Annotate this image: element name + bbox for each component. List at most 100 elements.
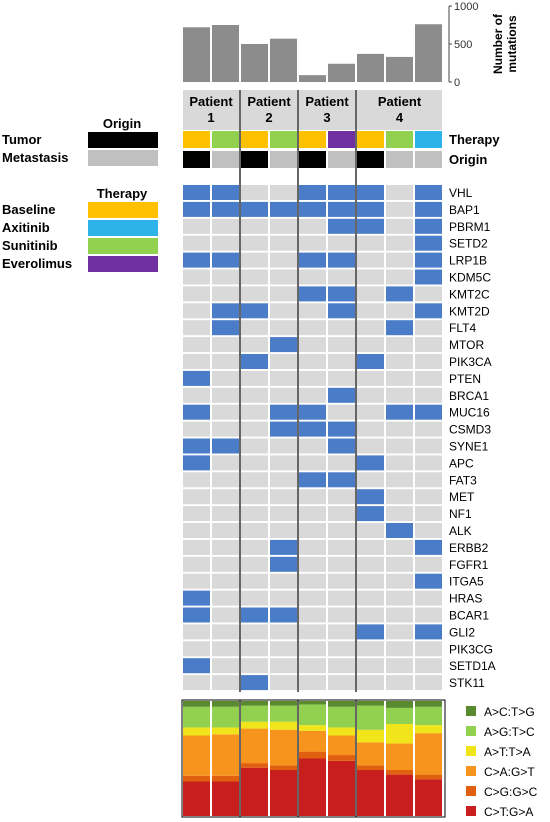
heatmap-cell: [415, 252, 442, 268]
heatmap-cell: [212, 438, 239, 454]
gene-label: APC: [449, 456, 474, 470]
y-tick-label: 1000: [454, 1, 478, 13]
heatmap-cell: [328, 286, 355, 302]
spectrum-segment: [357, 770, 384, 816]
origin-legend-swatch: [88, 132, 158, 148]
heatmap-cell: [328, 539, 355, 555]
heatmap-cell: [270, 320, 297, 336]
gene-heatmap: VHL BAP1 PBRM1 SETD2 LRP1B KDM5C KMT2C KMT2D FLT…: [183, 90, 496, 692]
heatmap-cell: [415, 573, 442, 589]
spectrum-segment: [328, 727, 355, 736]
heatmap-cell: [183, 404, 210, 420]
heatmap-cell: [357, 658, 384, 674]
heatmap-cell: [357, 370, 384, 386]
heatmap-cell: [241, 337, 268, 353]
heatmap-cell: [357, 269, 384, 285]
heatmap-cell: [241, 218, 268, 234]
heatmap-cell: [328, 472, 355, 488]
spectrum-segment: [241, 763, 268, 768]
spectrum-segment: [328, 735, 355, 756]
heatmap-cell: [183, 201, 210, 217]
heatmap-cell: [415, 590, 442, 606]
heatmap-cell: [270, 421, 297, 437]
heatmap-cell: [299, 421, 326, 437]
heatmap-cell: [386, 506, 413, 522]
heatmap-cell: [212, 590, 239, 606]
heatmap-cell: [415, 675, 442, 691]
heatmap-cell: [241, 421, 268, 437]
heatmap-cell: [212, 337, 239, 353]
legends: Origin Tumor Metastasis Therapy Baseline Axit…: [2, 116, 158, 272]
heatmap-cell: [357, 303, 384, 319]
heatmap-cell: [241, 354, 268, 369]
heatmap-cell: [328, 269, 355, 285]
heatmap-cell: [241, 641, 268, 657]
heatmap-cell: [270, 303, 297, 319]
heatmap-cell: [328, 455, 355, 471]
heatmap-cell: [241, 387, 268, 403]
heatmap-cell: [328, 523, 355, 538]
heatmap-cell: [241, 472, 268, 488]
spectrum-segment: [241, 767, 268, 816]
spectrum-legend-label: C>A:G>T: [484, 765, 535, 779]
spectrum-segment: [386, 774, 413, 816]
origin-cell: [386, 151, 413, 168]
therapy-cell: [415, 131, 442, 148]
mutation-count-chart: 0 500 1000 Number ofmutations: [183, 1, 519, 89]
origin-cell: [270, 151, 297, 168]
heatmap-cell: [212, 472, 239, 488]
spectrum-segment: [415, 779, 442, 816]
heatmap-cell: [386, 218, 413, 234]
therapy-cell: [357, 131, 384, 148]
therapy-cell: [299, 131, 326, 148]
heatmap-cell: [415, 539, 442, 555]
heatmap-cell: [415, 404, 442, 420]
heatmap-cell: [328, 675, 355, 691]
patient-header-box: [183, 90, 239, 130]
heatmap-cell: [357, 675, 384, 691]
mutation-count-bar: [299, 75, 326, 82]
origin-cell: [299, 151, 326, 168]
origin-cell: [183, 151, 210, 168]
spectrum-segment: [386, 743, 413, 770]
therapy-legend-swatch: [88, 202, 158, 218]
heatmap-cell: [270, 489, 297, 505]
heatmap-cell: [270, 556, 297, 572]
heatmap-cell: [386, 607, 413, 623]
therapy-cell: [183, 131, 210, 148]
heatmap-cell: [415, 286, 442, 302]
spectrum-segment: [357, 701, 384, 706]
heatmap-cell: [183, 235, 210, 251]
heatmap-cell: [270, 607, 297, 623]
heatmap-cell: [270, 641, 297, 657]
heatmap-cell: [299, 556, 326, 572]
patient-header-box: [299, 90, 355, 130]
heatmap-cell: [241, 286, 268, 302]
heatmap-cell: [415, 320, 442, 336]
heatmap-cell: [212, 185, 239, 200]
heatmap-cell: [386, 252, 413, 268]
heatmap-cell: [299, 489, 326, 505]
heatmap-cell: [270, 573, 297, 589]
heatmap-cell: [270, 472, 297, 488]
heatmap-cell: [241, 320, 268, 336]
heatmap-cell: [270, 658, 297, 674]
heatmap-cell: [183, 337, 210, 353]
origin-cell: [357, 151, 384, 168]
heatmap-cell: [183, 252, 210, 268]
mutation-count-bar: [386, 56, 413, 82]
heatmap-cell: [357, 185, 384, 200]
heatmap-cell: [386, 573, 413, 589]
spectrum-segment: [328, 701, 355, 707]
patient-number: 2: [265, 110, 272, 125]
heatmap-cell: [386, 269, 413, 285]
heatmap-cell: [328, 218, 355, 234]
spectrum-segment: [241, 728, 268, 764]
heatmap-cell: [386, 320, 413, 336]
heatmap-cell: [241, 573, 268, 589]
gene-label: ALK: [449, 524, 472, 538]
heatmap-cell: [212, 201, 239, 217]
heatmap-cell: [212, 387, 239, 403]
therapy-cell: [328, 131, 355, 148]
heatmap-cell: [386, 387, 413, 403]
